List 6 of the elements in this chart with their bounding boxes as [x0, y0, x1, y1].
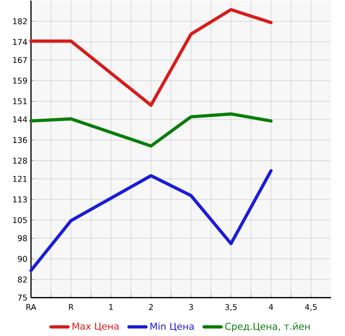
line-series [29, 8, 273, 107]
line-series [29, 112, 273, 148]
legend-label: Min Цена [150, 322, 194, 332]
legend-label: Max Цена [72, 322, 118, 332]
legend-label: Сред.Цена, т.йен [225, 322, 310, 332]
line-series [29, 169, 273, 272]
